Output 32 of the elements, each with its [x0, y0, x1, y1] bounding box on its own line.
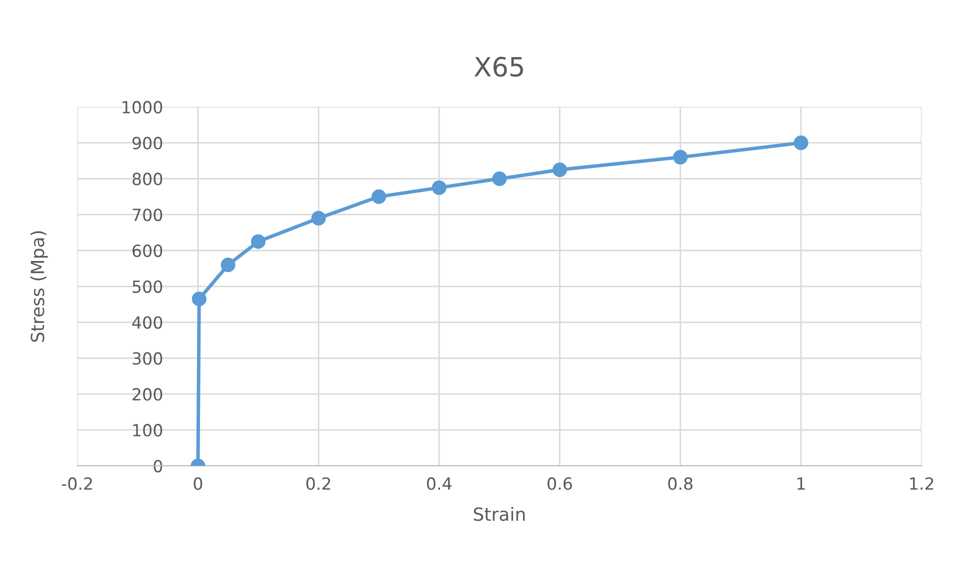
- x-tick-label: 0.6: [548, 477, 572, 490]
- y-tick-label: 600: [132, 244, 162, 258]
- point: [311, 210, 326, 226]
- y-tick-label: 100: [133, 424, 162, 437]
- x-axis-title: Strain: [474, 507, 525, 521]
- point: [220, 258, 236, 272]
- y-tick-label: 900: [132, 136, 162, 150]
- y-tick-label: 300: [132, 352, 162, 365]
- point: [673, 150, 688, 164]
- x-tick-label: 0.4: [427, 477, 452, 490]
- point: [794, 136, 808, 150]
- y-tick-label: 1000: [122, 100, 162, 114]
- y-tick-label: 700: [132, 208, 162, 222]
- point: [192, 292, 206, 306]
- point: [250, 234, 266, 249]
- x-tick-label: 0.2: [306, 477, 330, 490]
- chart-title: X65: [474, 56, 523, 77]
- y-tick-label: 800: [132, 172, 162, 186]
- y-tick-label: 400: [132, 316, 162, 329]
- x-tick-label: 0: [194, 477, 202, 490]
- y-axis-title: Stress (Mpa): [30, 231, 48, 342]
- y-tick-label: 500: [132, 280, 162, 293]
- x-tick-label: -0.2: [62, 477, 92, 490]
- point: [432, 180, 446, 195]
- x-tick-label: 1.2: [910, 477, 934, 490]
- x-tick-label: 1: [798, 477, 805, 490]
- point: [492, 171, 507, 186]
- point: [372, 189, 386, 204]
- point: [552, 162, 568, 178]
- y-tick-label: 0: [154, 460, 162, 472]
- y-tick-label: 200: [132, 388, 162, 401]
- x-tick-label: 0.8: [668, 477, 692, 490]
